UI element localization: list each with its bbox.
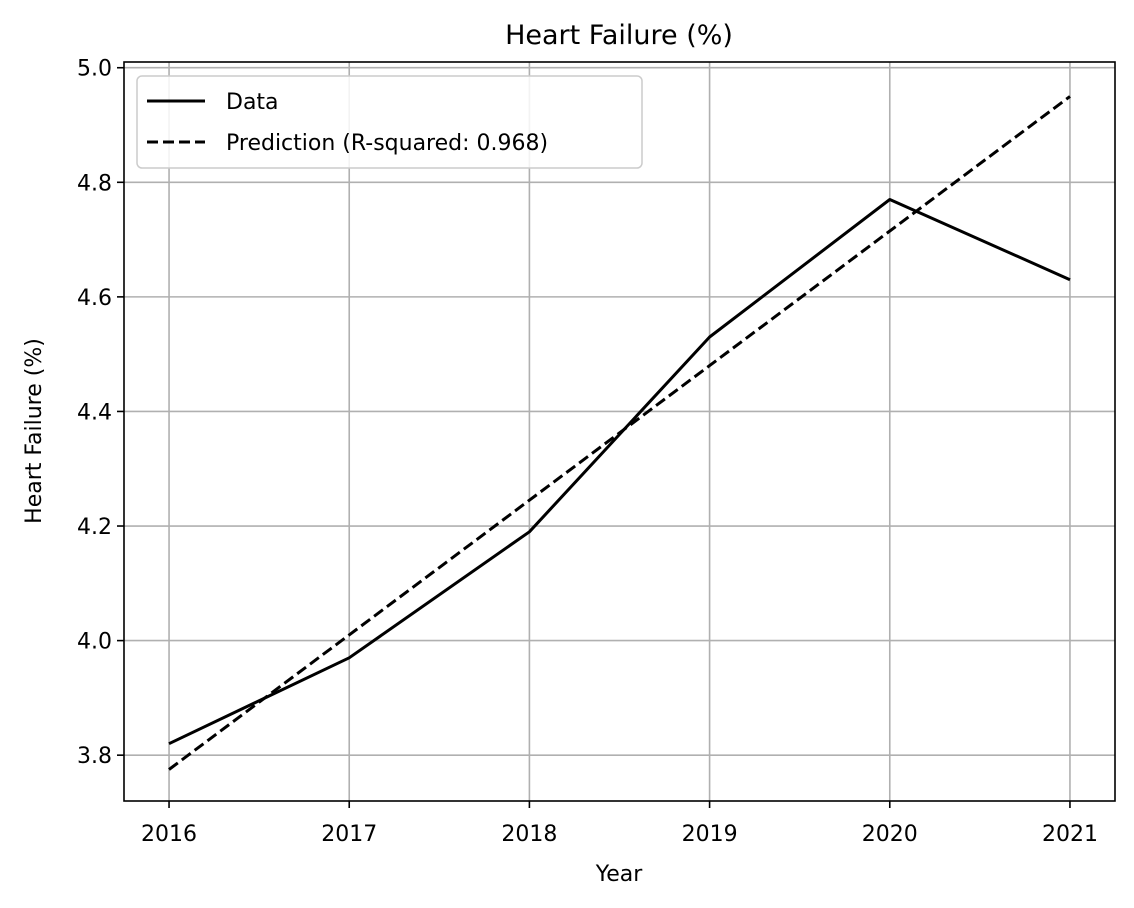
plot-frame: [123, 61, 1116, 802]
y-tick-label: 4.4: [77, 400, 112, 425]
x-tick-label: 2017: [321, 822, 377, 847]
x-tick-label: 2019: [682, 822, 738, 847]
y-tick-label: 4.0: [77, 630, 112, 655]
x-tick-label: 2018: [501, 822, 557, 847]
legend-label-data: Data: [226, 90, 279, 115]
series-lines: [168, 95, 1071, 771]
x-tick-label: 2020: [862, 822, 918, 847]
y-tick-label: 4.2: [77, 515, 112, 540]
legend-box: [136, 75, 643, 169]
y-tick-label: 4.6: [77, 286, 112, 311]
prediction-series-line: [168, 95, 1071, 771]
y-tick-label: 4.8: [77, 171, 112, 196]
y-tick-label: 3.8: [77, 744, 112, 769]
axis-ticks: 2016 2017 2018 2019 2020 2021 3.8 4.0 4.2 4.4 4.6 4…: [77, 57, 1098, 847]
y-axis-label: Heart Failure (%): [22, 338, 47, 524]
y-tick-label: 5.0: [77, 57, 112, 82]
x-tick-label: 2021: [1042, 822, 1098, 847]
x-tick-label: 2016: [141, 822, 197, 847]
chart-title: Heart Failure (%): [505, 20, 733, 51]
grid-lines: [124, 62, 1115, 801]
x-axis-label: Year: [595, 862, 644, 887]
legend: Data Prediction (R-squared: 0.968): [136, 75, 643, 169]
legend-label-prediction: Prediction (R-squared: 0.968): [226, 131, 548, 156]
